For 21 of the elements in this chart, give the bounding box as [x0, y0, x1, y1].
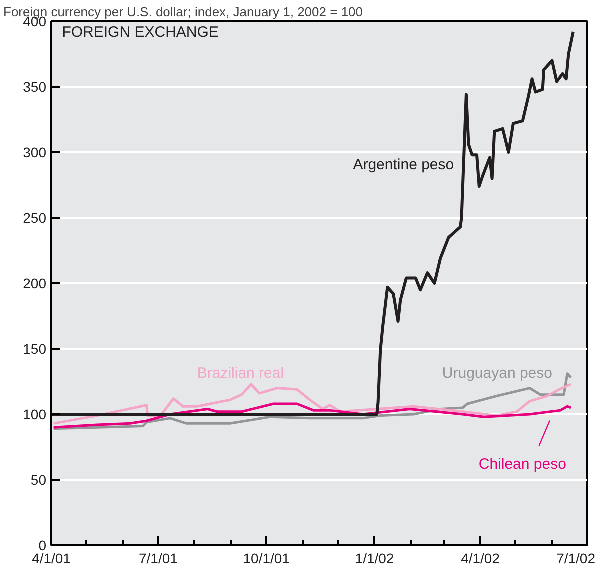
x-tick-label: 7/1/01	[139, 550, 178, 566]
line-series	[52, 402, 572, 429]
chart-title: FOREIGN EXCHANGE	[62, 24, 219, 42]
x-tick-label: 4/1/01	[32, 550, 72, 566]
x-tick-label: 7/1/02	[556, 550, 595, 566]
y-tick-label: 150	[23, 341, 47, 357]
x-tick-label: 1/1/02	[355, 550, 394, 566]
y-tick-label: 100	[23, 406, 47, 422]
y-tick-label: 250	[23, 210, 47, 226]
y-tick-label: 300	[23, 144, 47, 160]
y-tick-label: 50	[30, 472, 47, 488]
x-tick-label: 4/1/02	[461, 550, 500, 566]
x-tick-label: 10/1/01	[243, 550, 290, 566]
legend-label: Chilean peso	[478, 456, 566, 473]
y-tick-label: 350	[23, 79, 47, 95]
y-tick-label: 0	[38, 538, 47, 554]
series-label: Argentine peso	[353, 156, 454, 174]
series-label: Brazilian real	[197, 365, 284, 382]
line-series	[52, 383, 572, 425]
y-tick-label: 200	[23, 276, 47, 292]
series-label: Uruguayan peso	[442, 365, 552, 382]
